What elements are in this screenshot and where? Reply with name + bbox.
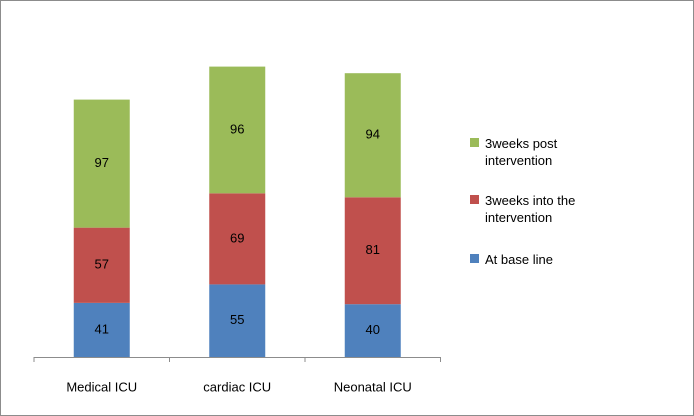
- data-label: 41: [95, 321, 109, 336]
- data-label: 40: [366, 322, 380, 337]
- data-label: 55: [230, 312, 244, 327]
- bar-segment: [73, 227, 130, 303]
- data-label: 96: [230, 121, 244, 136]
- legend-swatch: [470, 138, 479, 147]
- data-label: 57: [95, 257, 109, 272]
- legend-item: 3weeks post intervention: [470, 135, 690, 169]
- bar-segment: [344, 197, 401, 305]
- data-label: 94: [366, 127, 380, 142]
- bar-segment: [73, 302, 130, 357]
- bar-segment: [344, 73, 401, 198]
- bar-segment: [209, 66, 266, 194]
- legend-label: 3weeks post intervention: [485, 136, 558, 168]
- x-tick-label: Neonatal ICU: [334, 379, 412, 394]
- legend-swatch: [470, 254, 479, 263]
- bar-segment: [209, 284, 266, 357]
- legend-label: At base line: [485, 252, 553, 267]
- data-label: 97: [95, 155, 109, 170]
- x-tick-label: cardiac ICU: [203, 379, 271, 394]
- x-tick-label: Medical ICU: [66, 379, 137, 394]
- legend-item: 3weeks into the intervention: [470, 192, 690, 226]
- bar-segment: [344, 304, 401, 357]
- data-label: 69: [230, 230, 244, 245]
- bar-segment: [209, 193, 266, 285]
- data-label: 81: [366, 242, 380, 257]
- legend-label: 3weeks into the intervention: [485, 193, 576, 225]
- legend-item: At base line: [470, 251, 690, 268]
- bar-segment: [73, 99, 130, 228]
- legend-swatch: [470, 195, 479, 204]
